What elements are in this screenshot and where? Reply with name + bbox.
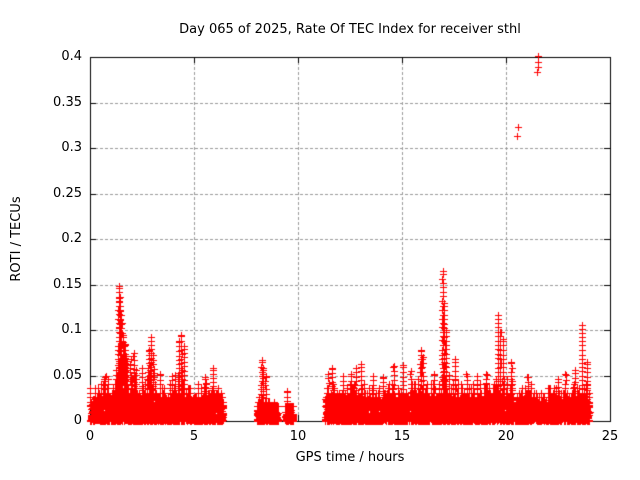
x-tick-label-15: 15 <box>393 429 411 444</box>
y-tick-label-025: 0.25 <box>53 186 82 201</box>
chart-title: Day 065 of 2025, Rate Of TEC Index for r… <box>179 22 521 37</box>
x-axis-label: GPS time / hours <box>295 450 405 465</box>
x-tick-label-10: 10 <box>289 429 307 444</box>
y-tick-label-03: 0.3 <box>61 140 82 155</box>
y-tick-label-01: 0.1 <box>61 322 82 337</box>
y-tick-label-04: 0.4 <box>61 49 82 64</box>
x-tick-label-25: 25 <box>601 429 619 444</box>
y-tick-label-005: 0.05 <box>53 368 82 383</box>
y-tick-label-02: 0.2 <box>61 231 82 246</box>
x-tick-label-20: 20 <box>497 429 515 444</box>
y-tick-label-0: 0 <box>73 413 82 428</box>
y-tick-label-035: 0.35 <box>53 95 82 110</box>
y-tick-label-015: 0.15 <box>53 277 82 292</box>
x-tick-label-5: 5 <box>189 429 199 444</box>
x-tick-label-0: 0 <box>85 429 95 444</box>
